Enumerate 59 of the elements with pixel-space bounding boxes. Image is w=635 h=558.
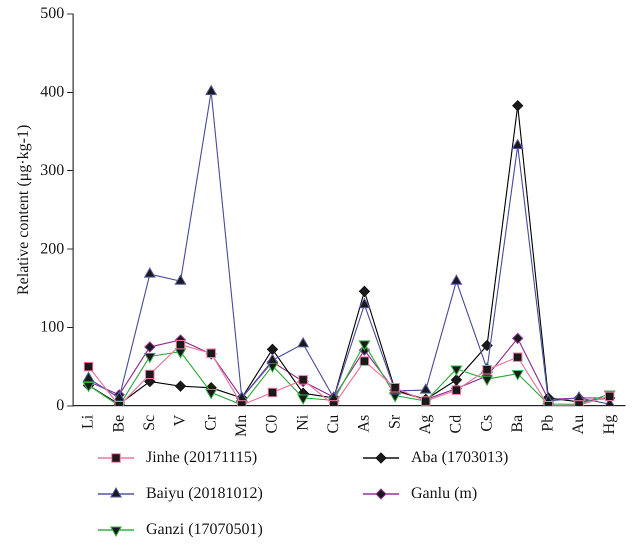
point: [512, 100, 524, 112]
y-tick-label: 200: [40, 240, 64, 258]
point: [145, 370, 155, 380]
point: [450, 274, 462, 285]
point: [266, 344, 278, 355]
y-tick-label: 100: [40, 318, 64, 336]
x-tick-label: Cr: [202, 414, 220, 431]
point: [482, 364, 492, 374]
x-tick-label: Ag: [416, 414, 434, 434]
x-tick-label: Ba: [508, 414, 526, 433]
point: [174, 274, 186, 285]
point: [266, 354, 278, 364]
x-tick-label: Cs: [478, 414, 496, 432]
point: [450, 365, 462, 376]
point: [512, 332, 524, 344]
point: [358, 286, 370, 297]
point: [176, 340, 186, 350]
point: [360, 356, 370, 366]
point: [420, 384, 432, 394]
point: [512, 352, 522, 362]
point: [297, 394, 309, 404]
x-tick-label: Be: [110, 414, 128, 433]
x-tick-label: Sr: [386, 414, 404, 430]
y-tick-label: 300: [40, 162, 64, 179]
y-axis-title: Relative content (μg·kg-1): [14, 124, 32, 296]
x-tick-label: Cu: [324, 414, 342, 434]
legend-label: Ganlu (m): [411, 485, 478, 503]
x-tick-label: As: [356, 414, 373, 433]
y-tick-label: 0: [56, 396, 64, 414]
x-tick-label: Ni: [294, 414, 312, 431]
legend-label: Aba (1703013): [411, 449, 508, 467]
point: [144, 342, 156, 353]
point: [298, 375, 308, 385]
point: [174, 380, 186, 392]
x-tick-label: Hg: [600, 414, 618, 434]
y-tick-label: 500: [40, 5, 64, 22]
x-tick-label: Mn: [233, 414, 250, 438]
point: [205, 85, 217, 96]
x-tick-label: Pb: [540, 414, 557, 432]
point: [297, 337, 309, 348]
point: [84, 362, 94, 372]
x-tick-label: Au: [570, 414, 588, 434]
point: [450, 374, 462, 386]
point: [512, 139, 524, 150]
x-tick-label: Li: [80, 414, 97, 429]
point: [452, 385, 462, 395]
point: [358, 298, 370, 308]
x-tick-label: V: [172, 414, 189, 426]
point: [205, 388, 217, 399]
legend-label: Jinhe (20171115): [146, 449, 258, 467]
legend-label: Ganzi (17070501): [146, 521, 263, 539]
x-tick-label: Cd: [448, 414, 465, 434]
x-tick-label: C0: [264, 414, 281, 434]
point: [482, 340, 493, 351]
point: [144, 268, 156, 278]
x-tick-label: Sc: [141, 414, 158, 431]
y-tick-label: 400: [40, 84, 64, 101]
legend-label: Baiyu (20181012): [146, 485, 263, 503]
point: [268, 388, 278, 398]
